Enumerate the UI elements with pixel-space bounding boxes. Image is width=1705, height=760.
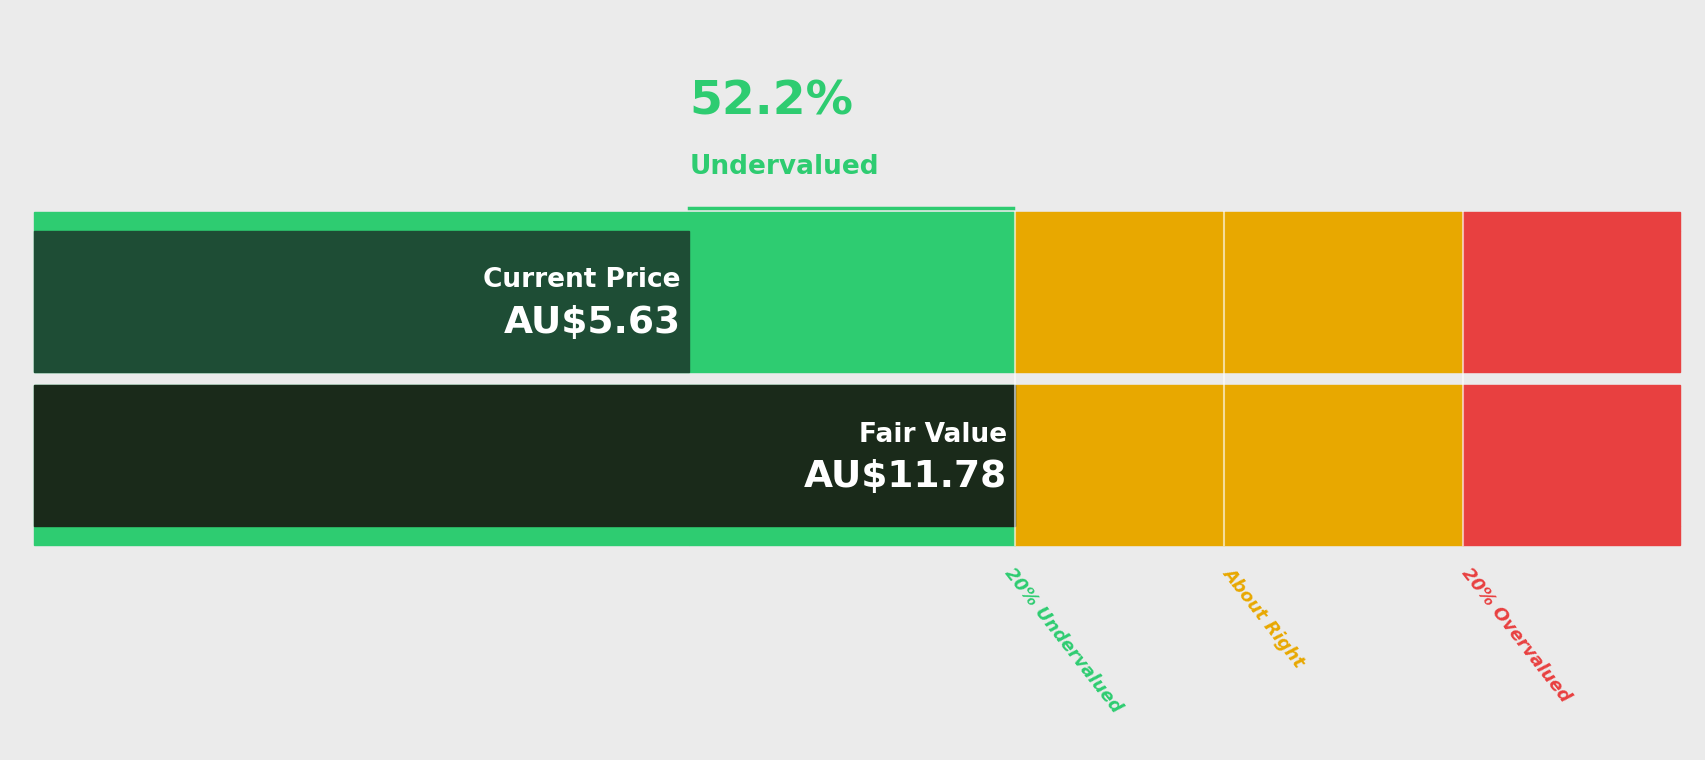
Bar	[1463, 212, 1679, 231]
Bar	[34, 231, 689, 372]
Bar	[1224, 385, 1463, 527]
Bar	[1224, 212, 1463, 231]
Bar	[1463, 385, 1679, 527]
Bar	[1014, 231, 1224, 372]
Bar	[34, 385, 1014, 527]
Bar	[689, 385, 1014, 527]
Text: AU$5.63: AU$5.63	[503, 305, 680, 340]
Text: 20% Undervalued: 20% Undervalued	[1001, 564, 1125, 716]
Bar	[34, 212, 689, 231]
Bar	[1463, 231, 1679, 372]
Text: 52.2%: 52.2%	[689, 80, 852, 125]
Text: 20% Overvalued: 20% Overvalued	[1456, 564, 1572, 705]
Bar	[689, 231, 1014, 372]
Bar	[34, 231, 689, 372]
Bar	[689, 212, 1014, 231]
Bar	[1014, 385, 1224, 527]
Bar	[1224, 527, 1463, 545]
Text: About Right: About Right	[1217, 564, 1306, 671]
Text: Undervalued: Undervalued	[689, 154, 878, 179]
Bar	[1463, 527, 1679, 545]
Text: Fair Value: Fair Value	[858, 422, 1006, 448]
Bar	[1014, 212, 1224, 231]
Text: Current Price: Current Price	[483, 268, 680, 293]
Bar	[34, 385, 689, 527]
Bar	[34, 527, 689, 545]
Text: AU$11.78: AU$11.78	[803, 459, 1006, 495]
Bar	[1224, 231, 1463, 372]
Bar	[1014, 527, 1224, 545]
Bar	[689, 527, 1014, 545]
